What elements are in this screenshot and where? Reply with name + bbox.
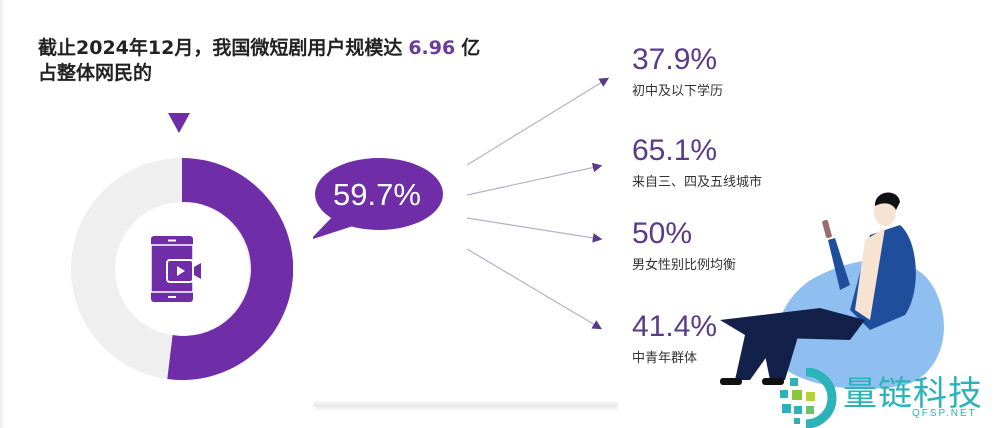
stat-value: 50% bbox=[632, 217, 693, 250]
stat-label: 初中及以下学历 bbox=[632, 84, 724, 99]
person-on-beanbag-illustration bbox=[720, 192, 944, 389]
headline-prefix: 截止2024年12月，我国微短剧用户规模达 bbox=[38, 37, 403, 59]
stat-value: 65.1% bbox=[632, 134, 718, 167]
stat-value: 37.9% bbox=[632, 43, 718, 76]
stat-age: 41.4% 中青年群体 bbox=[632, 310, 718, 367]
donut-chart bbox=[71, 158, 293, 380]
headline-line-2: 占整体网民的 bbox=[38, 62, 153, 84]
arrow-to-stat-4 bbox=[466, 248, 603, 330]
arrow-to-stat-2 bbox=[466, 162, 603, 196]
headline: 截止2024年12月，我国微短剧用户规模达 6.96 亿 占整体网民的 bbox=[38, 36, 480, 86]
stat-value: 41.4% bbox=[632, 310, 718, 343]
stat-label: 中青年群体 bbox=[632, 351, 698, 366]
pointer-triangle-icon bbox=[168, 113, 190, 133]
watermark-domain: QFSP.NET bbox=[912, 408, 977, 419]
headline-line-1: 截止2024年12月，我国微短剧用户规模达 6.96 亿 bbox=[38, 36, 480, 61]
stat-city-tier: 65.1% 来自三、四及五线城市 bbox=[632, 134, 763, 191]
mobile-video-icon bbox=[150, 236, 201, 302]
stat-label: 来自三、四及五线城市 bbox=[632, 175, 763, 190]
user-count-value: 6.96 bbox=[408, 37, 456, 59]
arrow-to-stat-1 bbox=[466, 77, 610, 166]
stat-label: 男女性别比例均衡 bbox=[632, 258, 737, 273]
left-edge-divider bbox=[0, 0, 3, 428]
donut-segment-users bbox=[167, 158, 293, 380]
arrow-to-stat-3 bbox=[466, 217, 603, 243]
speech-bubble bbox=[313, 158, 443, 240]
share-percent-label: 59.7% bbox=[333, 177, 421, 212]
stat-education: 37.9% 初中及以下学历 bbox=[632, 43, 724, 100]
user-count-unit: 亿 bbox=[461, 37, 481, 59]
brand-logo-icon bbox=[780, 368, 837, 428]
bottom-divider-bar bbox=[313, 401, 618, 407]
phone-icon bbox=[822, 219, 832, 239]
watermark-brand-name: 量链科技 bbox=[843, 374, 983, 414]
stat-gender: 50% 男女性别比例均衡 bbox=[632, 217, 737, 274]
